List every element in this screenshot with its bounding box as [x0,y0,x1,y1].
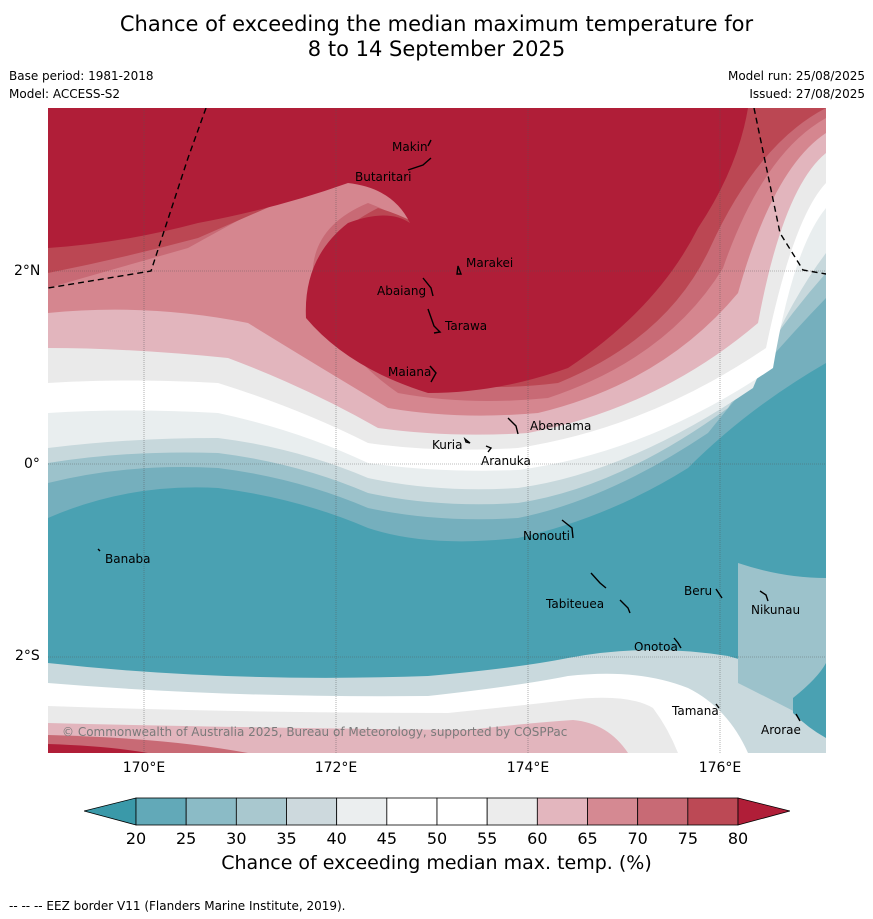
meta-right: Model run: 25/08/2025 Issued: 27/08/2025 [728,67,865,103]
colorbar-tick-70: 70 [627,829,648,848]
colorbar-tick-40: 40 [326,829,347,848]
colorbar-label: Chance of exceeding median max. temp. (%… [221,852,652,874]
lat-label-2s: 2°S [15,648,40,664]
colorbar-tick-75: 75 [677,829,699,848]
colorbar-tick-65: 65 [577,829,598,848]
label-onotoa: Onotoa [634,640,678,654]
colorbar-extend-low [84,797,137,826]
colorbar-tick-30: 30 [226,829,247,848]
colorbar-cell-30-35 [235,797,287,826]
copyright-notice: © Commonwealth of Australia 2025, Bureau… [62,725,567,739]
island-outlines [97,139,801,722]
lon-label-176e: 176°E [698,760,742,776]
colorbar [84,797,790,826]
model-run: Model run: 25/08/2025 [727,69,865,83]
label-arorae: Arorae [761,723,801,737]
colorbar-cell-45-50 [386,797,438,826]
label-aranuka: Aranuka [481,454,531,468]
lon-label-174e: 174°E [506,760,550,776]
colorbar-cells [84,797,790,826]
probability-map: Makin Butaritari Marakei Abaiang Tarawa … [48,108,826,753]
meta-left: Base period: 1981-2018 Model: ACCESS-S2 [9,67,154,103]
colorbar-cell-20-25 [135,797,187,826]
label-abaiang: Abaiang [377,284,426,298]
colorbar-tick-25: 25 [175,829,197,848]
colorbar-cell-60-65 [536,797,588,826]
chart-title: Chance of exceeding the median maximum t… [0,12,873,62]
lon-label-172e: 172°E [314,760,358,776]
colorbar-tick-55: 55 [476,829,498,848]
label-kuria: Kuria [432,438,463,452]
colorbar-tick-50: 50 [426,829,448,848]
colorbar-tick-20: 20 [125,829,147,848]
colorbar-cell-75-80 [687,797,739,826]
base-period: Base period: 1981-2018 [9,69,154,83]
label-butaritari: Butaritari [355,170,412,184]
title-line-1: Chance of exceeding the median maximum t… [119,12,754,36]
label-tarawa: Tarawa [444,319,487,333]
label-tamana: Tamana [671,704,719,718]
graticule [48,108,826,753]
label-nonouti: Nonouti [523,529,570,543]
colorbar-cell-35-40 [286,797,338,826]
colorbar-cell-50-55 [436,797,488,826]
eez-footnote: -- -- -- EEZ border V11 (Flanders Marine… [9,899,346,913]
label-maiana: Maiana [388,365,431,379]
colorbar-tick-60: 60 [527,829,548,848]
label-beru: Beru [684,584,712,598]
lat-label-2n: 2°N [14,263,41,279]
title-line-2: 8 to 14 September 2025 [307,37,566,61]
lat-label-0: 0° [24,456,40,472]
colorbar-cell-55-60 [486,797,538,826]
colorbar-cell-40-45 [336,797,388,826]
model-name: Model: ACCESS-S2 [9,87,121,101]
issued-date: Issued: 27/08/2025 [749,87,865,101]
label-makin: Makin [392,140,428,154]
colorbar-cell-25-30 [185,797,237,826]
colorbar-cell-65-70 [587,797,639,826]
colorbar-tick-80: 80 [727,829,749,848]
label-marakei: Marakei [466,256,513,270]
label-banaba: Banaba [105,552,151,566]
band-right-25 [793,663,826,738]
band-above-80 [48,108,748,393]
band-right-35 [738,563,826,728]
eez-border [48,108,826,289]
band-bottom-80 [48,744,148,753]
colorbar-extend-high [737,797,790,826]
colorbar-cell-70-75 [637,797,689,826]
label-abemama: Abemama [530,419,591,433]
lon-label-170e: 170°E [122,760,166,776]
label-nikunau: Nikunau [751,603,800,617]
colorbar-tick-35: 35 [276,829,297,848]
label-tabiteuea: Tabiteuea [545,597,604,611]
colorbar-tick-45: 45 [376,829,398,848]
